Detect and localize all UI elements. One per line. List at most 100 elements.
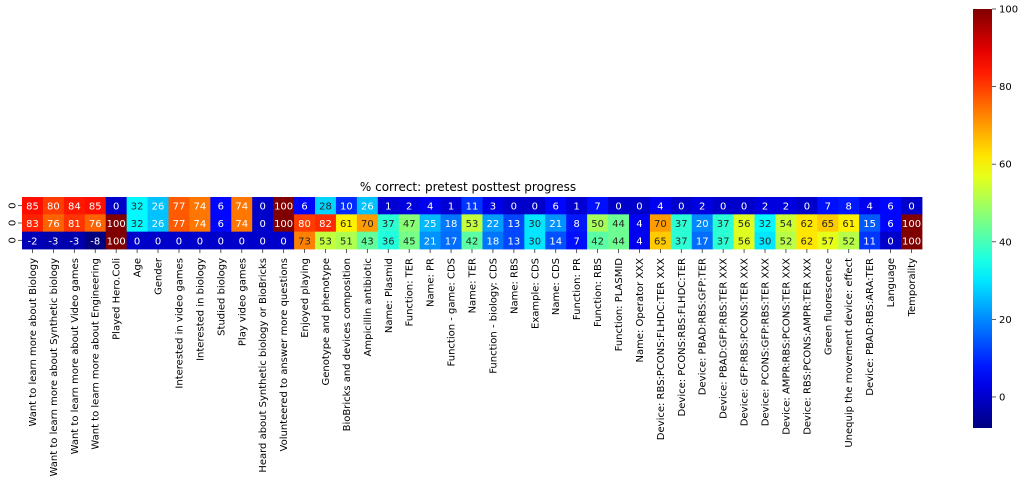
heatmap-cell bbox=[503, 231, 525, 250]
heatmap-cell bbox=[733, 231, 755, 250]
column-label: Ampicillin antibiotic bbox=[363, 258, 374, 356]
heatmap-cell bbox=[273, 231, 295, 250]
heatmap-cell bbox=[189, 214, 211, 233]
heatmap-cell bbox=[587, 214, 609, 233]
cell-value-label: 26 bbox=[152, 202, 165, 213]
heatmap-cell bbox=[566, 214, 588, 233]
heatmap-cell bbox=[210, 197, 232, 215]
cell-value-label: 18 bbox=[487, 236, 500, 247]
cell-value-label: 74 bbox=[194, 202, 207, 213]
heatmap-cell bbox=[440, 214, 462, 233]
cell-value-label: 4 bbox=[636, 219, 642, 230]
heatmap-cell bbox=[712, 214, 735, 233]
cell-value-label: 36 bbox=[382, 236, 395, 247]
heatmap-cell bbox=[796, 231, 818, 250]
heatmap-cell bbox=[22, 214, 44, 233]
heatmap-cell bbox=[461, 214, 483, 233]
cell-value-label: 32 bbox=[131, 202, 144, 213]
cell-value-label: 51 bbox=[340, 236, 353, 247]
cell-value-label: 26 bbox=[152, 219, 165, 230]
heatmap-cell bbox=[168, 197, 190, 215]
cell-value-label: 6 bbox=[301, 202, 307, 213]
column-label: Enjoyed playing bbox=[300, 258, 311, 338]
cell-value-label: 0 bbox=[280, 236, 286, 247]
cell-value-label: 100 bbox=[274, 219, 293, 230]
heatmap-cell bbox=[503, 197, 525, 215]
cell-value-label: 25 bbox=[424, 219, 437, 230]
cell-value-label: 0 bbox=[615, 202, 621, 213]
heatmap-cell bbox=[733, 214, 755, 233]
heatmap-cell bbox=[147, 231, 169, 250]
column-label: Name: TER bbox=[467, 258, 478, 313]
heatmap-cells: 85 80 84 85 0 32 26 77 74 6 74 0 100 6 28 10 26 1 2 4 1 11 3 0 0… bbox=[22, 197, 923, 250]
heatmap-cell bbox=[608, 231, 630, 250]
column-label: Name: Operator XXX bbox=[635, 258, 646, 363]
heatmap-cell bbox=[524, 231, 546, 250]
cell-value-label: 37 bbox=[717, 219, 730, 230]
heatmap-cell bbox=[440, 197, 462, 215]
colorbar-ticks: 0 20 40 60 80 100 bbox=[992, 5, 1018, 403]
cell-value-label: 56 bbox=[738, 219, 751, 230]
column-label: Device: PBAD:RBS:GFP:TER bbox=[698, 258, 709, 395]
heatmap-cell bbox=[84, 197, 107, 215]
heatmap-cell bbox=[901, 197, 923, 215]
heatmap-cell bbox=[147, 197, 169, 215]
cell-value-label: -8 bbox=[90, 236, 100, 247]
cell-value-label: 42 bbox=[591, 236, 604, 247]
heatmap-cell bbox=[524, 214, 546, 233]
heatmap-cell bbox=[377, 214, 400, 233]
heatmap-cell bbox=[84, 231, 107, 250]
cell-value-label: 10 bbox=[340, 202, 353, 213]
cell-value-label: 0 bbox=[678, 202, 684, 213]
cell-value-label: 80 bbox=[47, 202, 60, 213]
heatmap-cell bbox=[566, 231, 588, 250]
heatmap-cell bbox=[670, 197, 693, 215]
heatmap-cell bbox=[754, 231, 776, 250]
heatmap-cell bbox=[294, 214, 316, 233]
heatmap-cell bbox=[377, 197, 400, 215]
heatmap-cell bbox=[105, 197, 128, 215]
colorbar-tick-label: 80 bbox=[999, 82, 1012, 93]
heatmap-cell bbox=[252, 197, 274, 215]
cell-value-label: 84 bbox=[68, 202, 81, 213]
cell-value-label: 4 bbox=[657, 202, 663, 213]
heatmap-cell bbox=[22, 197, 44, 215]
heatmap-cell bbox=[42, 197, 65, 215]
cell-value-label: 8 bbox=[846, 202, 852, 213]
column-label: Name: CDS bbox=[551, 258, 562, 315]
heatmap-cell bbox=[105, 214, 128, 233]
heatmap-cell bbox=[691, 197, 714, 215]
heatmap-cell bbox=[482, 197, 504, 215]
cell-value-label: 4 bbox=[427, 202, 433, 213]
cell-value-label: 0 bbox=[113, 202, 119, 213]
cell-value-label: 81 bbox=[68, 219, 81, 230]
cell-value-label: 1 bbox=[573, 202, 579, 213]
heatmap-cell bbox=[461, 231, 483, 250]
heatmap-cell bbox=[315, 231, 337, 250]
heatmap-cell bbox=[608, 214, 630, 233]
heatmap-cell bbox=[691, 214, 714, 233]
cell-value-label: 100 bbox=[902, 236, 921, 247]
heatmap-cell bbox=[189, 197, 211, 215]
cell-value-label: 11 bbox=[466, 202, 479, 213]
column-label: Function: PLASMID bbox=[614, 258, 625, 352]
heatmap-cell bbox=[252, 214, 274, 233]
heatmap-cell bbox=[398, 231, 421, 250]
heatmap-cell bbox=[838, 231, 860, 250]
cell-value-label: 73 bbox=[298, 236, 311, 247]
cell-value-label: 2 bbox=[783, 202, 789, 213]
heatmap-cell bbox=[63, 214, 86, 233]
cell-value-label: 45 bbox=[403, 236, 416, 247]
heatmap-cell bbox=[775, 214, 797, 233]
heatmap-cell bbox=[628, 214, 651, 233]
cell-value-label: 4 bbox=[866, 202, 872, 213]
cell-value-label: 37 bbox=[717, 236, 730, 247]
heatmap-cell bbox=[545, 214, 567, 233]
heatmap-cell bbox=[838, 214, 860, 233]
cell-value-label: 100 bbox=[107, 219, 126, 230]
cell-value-label: 77 bbox=[173, 219, 186, 230]
cell-value-label: 100 bbox=[902, 219, 921, 230]
cell-value-label: 0 bbox=[218, 236, 224, 247]
column-label: Played Hero.Coli bbox=[112, 258, 123, 340]
